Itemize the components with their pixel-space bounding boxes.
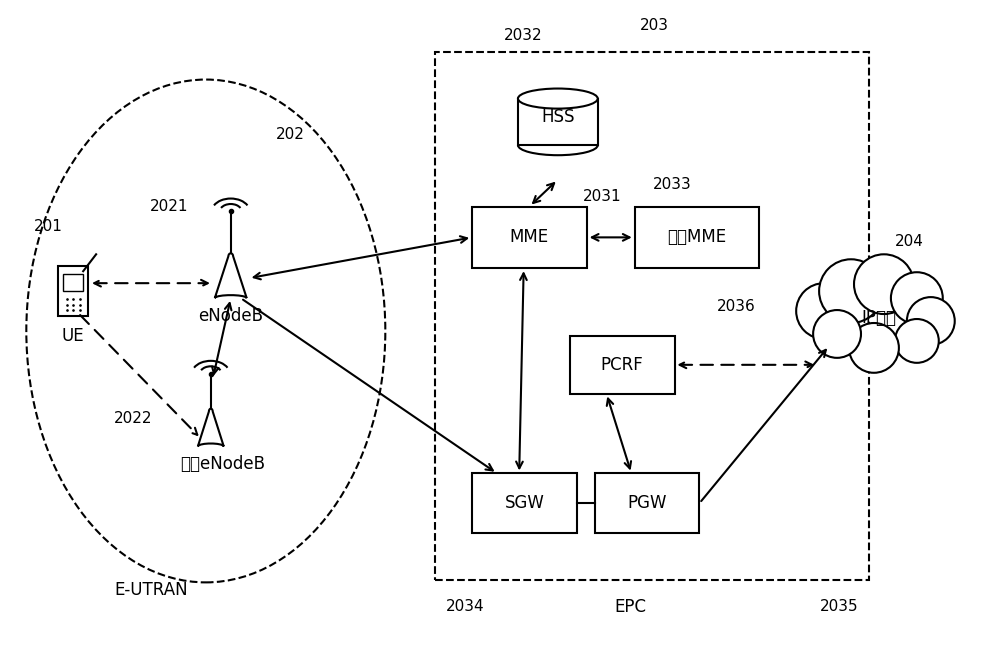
Bar [518, 99, 598, 145]
Bar [435, 52, 869, 580]
Circle shape [819, 259, 883, 323]
Circle shape [895, 319, 939, 363]
Ellipse shape [518, 89, 598, 109]
Bar [472, 474, 577, 533]
Circle shape [854, 255, 914, 314]
Bar [63, 274, 83, 291]
Text: 2032: 2032 [504, 28, 542, 43]
Text: 2036: 2036 [717, 298, 756, 313]
Circle shape [813, 310, 861, 358]
Text: 2033: 2033 [653, 177, 691, 192]
Text: 2034: 2034 [446, 599, 484, 614]
Text: 2031: 2031 [582, 189, 621, 204]
Text: E-UTRAN: E-UTRAN [114, 581, 188, 599]
Circle shape [849, 323, 899, 373]
Text: EPC: EPC [614, 598, 646, 616]
Polygon shape [198, 409, 224, 446]
Bar [595, 474, 699, 533]
Bar [635, 207, 759, 268]
Text: IP业务: IP业务 [861, 309, 896, 327]
Text: 203: 203 [640, 18, 669, 33]
Bar [472, 207, 587, 268]
Bar [570, 336, 675, 393]
Text: PGW: PGW [627, 494, 667, 512]
Text: UE: UE [62, 327, 85, 345]
Text: SGW: SGW [504, 494, 544, 512]
Text: HSS: HSS [541, 108, 575, 126]
Circle shape [907, 297, 955, 345]
Text: MME: MME [510, 229, 549, 246]
Polygon shape [215, 253, 247, 298]
Text: 201: 201 [34, 219, 63, 234]
Text: 2021: 2021 [150, 199, 188, 214]
Text: 其它eNodeB: 其它eNodeB [180, 455, 265, 474]
Bar [58, 266, 88, 316]
Text: PCRF: PCRF [601, 356, 644, 374]
Text: eNodeB: eNodeB [198, 307, 263, 325]
Text: 其它MME: 其它MME [667, 229, 727, 246]
Circle shape [796, 283, 852, 339]
Text: 2035: 2035 [820, 599, 858, 614]
Text: 204: 204 [894, 234, 923, 249]
Text: 2022: 2022 [114, 411, 152, 426]
Circle shape [891, 272, 943, 324]
Text: 202: 202 [276, 127, 305, 142]
